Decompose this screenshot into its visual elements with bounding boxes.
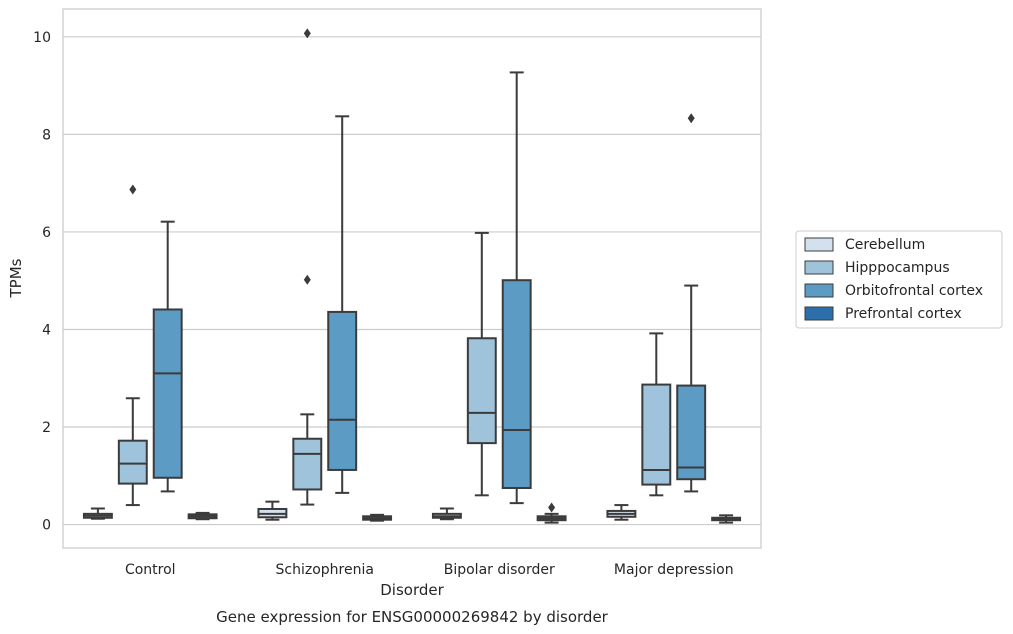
box-cerebellum	[606, 504, 637, 521]
y-axis-label: TPMs	[7, 258, 25, 298]
y-tick-label: 2	[42, 420, 51, 436]
box-iqr	[292, 437, 323, 491]
outlier-point	[687, 113, 695, 124]
plot-area	[82, 28, 742, 524]
legend-label: Cerebellum	[845, 237, 925, 253]
y-axis-ticks: 0 2 4 6 8 10	[33, 30, 51, 534]
legend-frame	[795, 230, 1003, 329]
box-orbitofrontal-cortex	[501, 71, 532, 505]
box-cerebellum	[82, 507, 113, 520]
box-iqr	[466, 337, 497, 445]
outlier-point	[129, 184, 137, 195]
x-axis-ticks: Control Schizophrenia Bipolar disorder Majo…	[125, 562, 734, 578]
box-iqr	[327, 310, 358, 471]
legend-label: Prefrontal cortex	[845, 306, 962, 322]
outlier-point	[548, 502, 556, 513]
box-prefrontal-cortex	[187, 511, 218, 521]
x-tick-label: Bipolar disorder	[444, 562, 555, 578]
box-hipppocampus	[292, 28, 323, 506]
outlier-point	[303, 28, 311, 39]
box-orbitofrontal-cortex	[152, 220, 183, 493]
legend-label: Orbitofrontal cortex	[845, 283, 983, 299]
y-tick-label: 4	[42, 322, 51, 338]
x-tick-label: Major depression	[614, 562, 734, 578]
box-hipppocampus	[641, 332, 672, 497]
x-tick-label: Control	[125, 562, 176, 578]
legend-swatch	[804, 306, 834, 321]
x-axis-label: Disorder	[380, 581, 444, 599]
y-tick-label: 0	[42, 518, 51, 534]
box-hipppocampus	[117, 184, 148, 507]
outlier-point	[303, 274, 311, 285]
legend-swatch	[804, 283, 834, 298]
box-iqr	[152, 308, 183, 479]
box-iqr	[641, 383, 672, 486]
box-hipppocampus	[466, 231, 497, 497]
y-tick-label: 10	[33, 30, 51, 46]
legend: Cerebellum Hipppocampus Orbitofrontal cort…	[795, 230, 1003, 329]
y-tick-label: 8	[42, 127, 51, 143]
box-iqr	[501, 279, 532, 490]
box-prefrontal-cortex	[536, 502, 567, 524]
box-cerebellum	[257, 500, 288, 521]
box-orbitofrontal-cortex	[327, 115, 358, 494]
chart-caption: Gene expression for ENSG00000269842 by d…	[216, 608, 609, 626]
legend-swatch	[804, 237, 834, 252]
x-tick-label: Schizophrenia	[276, 562, 374, 578]
box-cerebellum	[431, 507, 462, 521]
legend-swatch	[804, 260, 834, 275]
box-orbitofrontal-cortex	[676, 113, 707, 493]
plot-frame	[62, 8, 762, 549]
box-iqr	[117, 439, 148, 485]
box-prefrontal-cortex	[711, 514, 742, 524]
legend-label: Hipppocampus	[845, 260, 950, 276]
box-iqr	[676, 384, 707, 481]
box-prefrontal-cortex	[362, 513, 393, 522]
y-tick-label: 6	[42, 225, 51, 241]
